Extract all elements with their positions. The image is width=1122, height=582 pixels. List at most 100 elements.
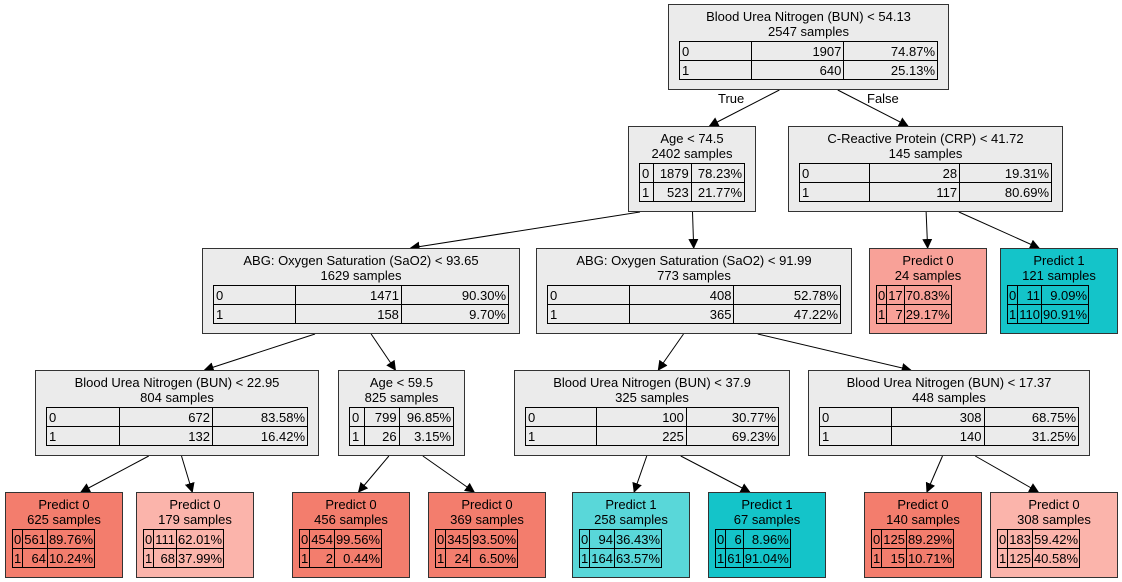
class-percent-cell: 59.42%	[1031, 529, 1081, 549]
node-sample-count: 825 samples	[364, 390, 439, 405]
class-percent-cell: 29.17%	[903, 304, 952, 324]
node-sample-count: 1629 samples	[320, 268, 402, 283]
class-label-cell: 1	[798, 182, 871, 202]
class-count-cell: 2	[309, 548, 335, 568]
leaf-predict1-121: Predict 1 121 samples 0 11 9.09% 1 110 90.91%	[1000, 248, 1118, 334]
class-label-cell: 1	[638, 182, 655, 202]
class-count-cell: 94	[589, 529, 615, 549]
tree-edge	[632, 455, 648, 493]
class-percent-cell: 10.71%	[905, 548, 955, 568]
class-count-cell: 1907	[751, 41, 845, 61]
class-row: 1 132 16.42%	[46, 426, 309, 446]
class-percent-cell: 37.99%	[175, 548, 225, 568]
class-label-cell: 0	[996, 529, 1009, 549]
class-count-cell: 17	[886, 285, 905, 305]
class-percent-cell: 3.15%	[398, 426, 455, 446]
node-title: ABG: Oxygen Saturation (SaO2) < 91.99	[576, 253, 812, 268]
class-count-cell: 6	[725, 529, 744, 549]
class-row: 1 15 10.71%	[870, 548, 955, 568]
class-label-cell: 1	[348, 426, 366, 446]
node-title: Predict 1	[605, 497, 657, 512]
class-label-cell: 1	[875, 304, 888, 324]
class-row: 0 111 62.01%	[142, 529, 225, 549]
tree-edge	[922, 211, 933, 249]
class-count-cell: 158	[295, 304, 402, 324]
node-sample-count: 121 samples	[1022, 268, 1096, 283]
class-row: 1 68 37.99%	[142, 548, 225, 568]
node-age-74-5: Age < 74.5 2402 samples 0 1879 78.23% 1 523 21.…	[628, 126, 756, 212]
class-row: 1 7 29.17%	[875, 304, 952, 324]
class-count-cell: 345	[445, 529, 471, 549]
class-row: 0 6 8.96%	[714, 529, 791, 549]
class-label-cell: 0	[11, 529, 24, 549]
class-row: 1 26 3.15%	[348, 426, 455, 446]
class-percent-cell: 91.04%	[742, 548, 791, 568]
class-percent-cell: 16.42%	[211, 426, 309, 446]
tree-edge	[688, 211, 699, 249]
class-count-table: 0 17 70.83% 1 7 29.17%	[875, 285, 952, 324]
class-count-table: 0 1471 90.30% 1 158 9.70%	[212, 285, 510, 324]
class-row: 0 100 30.77%	[525, 407, 780, 427]
class-count-cell: 454	[309, 529, 335, 549]
node-sample-count: 24 samples	[894, 268, 962, 283]
class-percent-cell: 9.09%	[1040, 285, 1090, 305]
node-title: Predict 1	[741, 497, 793, 512]
leaf-predict1-67: Predict 1 67 samples 0 6 8.96% 1 61 91.04%	[708, 492, 826, 578]
class-percent-cell: 93.50%	[469, 529, 519, 549]
node-sample-count: 140 samples	[886, 512, 960, 527]
class-count-cell: 125	[1007, 548, 1033, 568]
class-label-cell: 0	[298, 529, 311, 549]
class-row: 1 225 69.23%	[525, 426, 780, 446]
class-percent-cell: 8.96%	[742, 529, 791, 549]
class-row: 1 158 9.70%	[212, 304, 510, 324]
tree-edge	[181, 455, 195, 493]
class-count-table: 0 799 96.85% 1 26 3.15%	[348, 407, 455, 446]
class-count-table: 0 11 9.09% 1 110 90.91%	[1006, 285, 1090, 324]
class-label-cell: 0	[638, 163, 655, 183]
class-percent-cell: 0.44%	[333, 548, 383, 568]
node-age-59-5: Age < 59.5 825 samples 0 799 96.85% 1 26 3.15%	[338, 370, 465, 456]
class-row: 1 140 31.25%	[818, 426, 1079, 446]
node-sample-count: 456 samples	[314, 512, 388, 527]
leaf-predict0-456: Predict 0 456 samples 0 454 99.56% 1 2 0.44%	[292, 492, 410, 578]
class-label-cell: 0	[798, 163, 871, 183]
node-sample-count: 773 samples	[657, 268, 731, 283]
class-count-cell: 11	[1017, 285, 1042, 305]
class-percent-cell: 96.85%	[398, 407, 455, 427]
class-label-cell: 1	[547, 304, 630, 324]
class-percent-cell: 83.58%	[211, 407, 309, 427]
class-row: 0 1879 78.23%	[638, 163, 746, 183]
tree-edge	[80, 455, 149, 493]
node-title: Blood Urea Nitrogen (BUN) < 37.9	[553, 375, 751, 390]
class-row: 0 408 52.78%	[547, 285, 841, 305]
class-row: 0 28 19.31%	[798, 163, 1052, 183]
class-row: 0 672 83.58%	[46, 407, 309, 427]
class-count-cell: 28	[869, 163, 961, 183]
class-count-table: 0 345 93.50% 1 24 6.50%	[434, 529, 519, 568]
class-percent-cell: 89.76%	[46, 529, 96, 549]
class-count-cell: 132	[118, 426, 213, 446]
class-count-cell: 68	[153, 548, 177, 568]
class-percent-cell: 78.23%	[690, 163, 746, 183]
tree-edge	[422, 455, 475, 493]
node-sample-count: 369 samples	[450, 512, 524, 527]
class-label-cell: 1	[870, 548, 883, 568]
class-label-cell: 0	[142, 529, 155, 549]
class-label-cell: 0	[212, 285, 297, 305]
class-count-cell: 26	[364, 426, 400, 446]
class-label-cell: 0	[525, 407, 597, 427]
node-sample-count: 448 samples	[912, 390, 986, 405]
class-count-table: 0 28 19.31% 1 117 80.69%	[798, 163, 1052, 202]
class-count-table: 0 111 62.01% 1 68 37.99%	[142, 529, 225, 568]
class-label-cell: 0	[547, 285, 630, 305]
class-percent-cell: 30.77%	[685, 407, 780, 427]
class-percent-cell: 70.83%	[903, 285, 952, 305]
class-percent-cell: 9.70%	[400, 304, 510, 324]
class-count-cell: 408	[628, 285, 735, 305]
class-percent-cell: 99.56%	[333, 529, 383, 549]
leaf-predict0-308: Predict 0 308 samples 0 183 59.42% 1 125 40.58%	[990, 492, 1118, 578]
node-sample-count: 67 samples	[733, 512, 801, 527]
node-sao2-93-65: ABG: Oxygen Saturation (SaO2) < 93.65 162…	[202, 248, 520, 334]
class-label-cell: 0	[875, 285, 888, 305]
